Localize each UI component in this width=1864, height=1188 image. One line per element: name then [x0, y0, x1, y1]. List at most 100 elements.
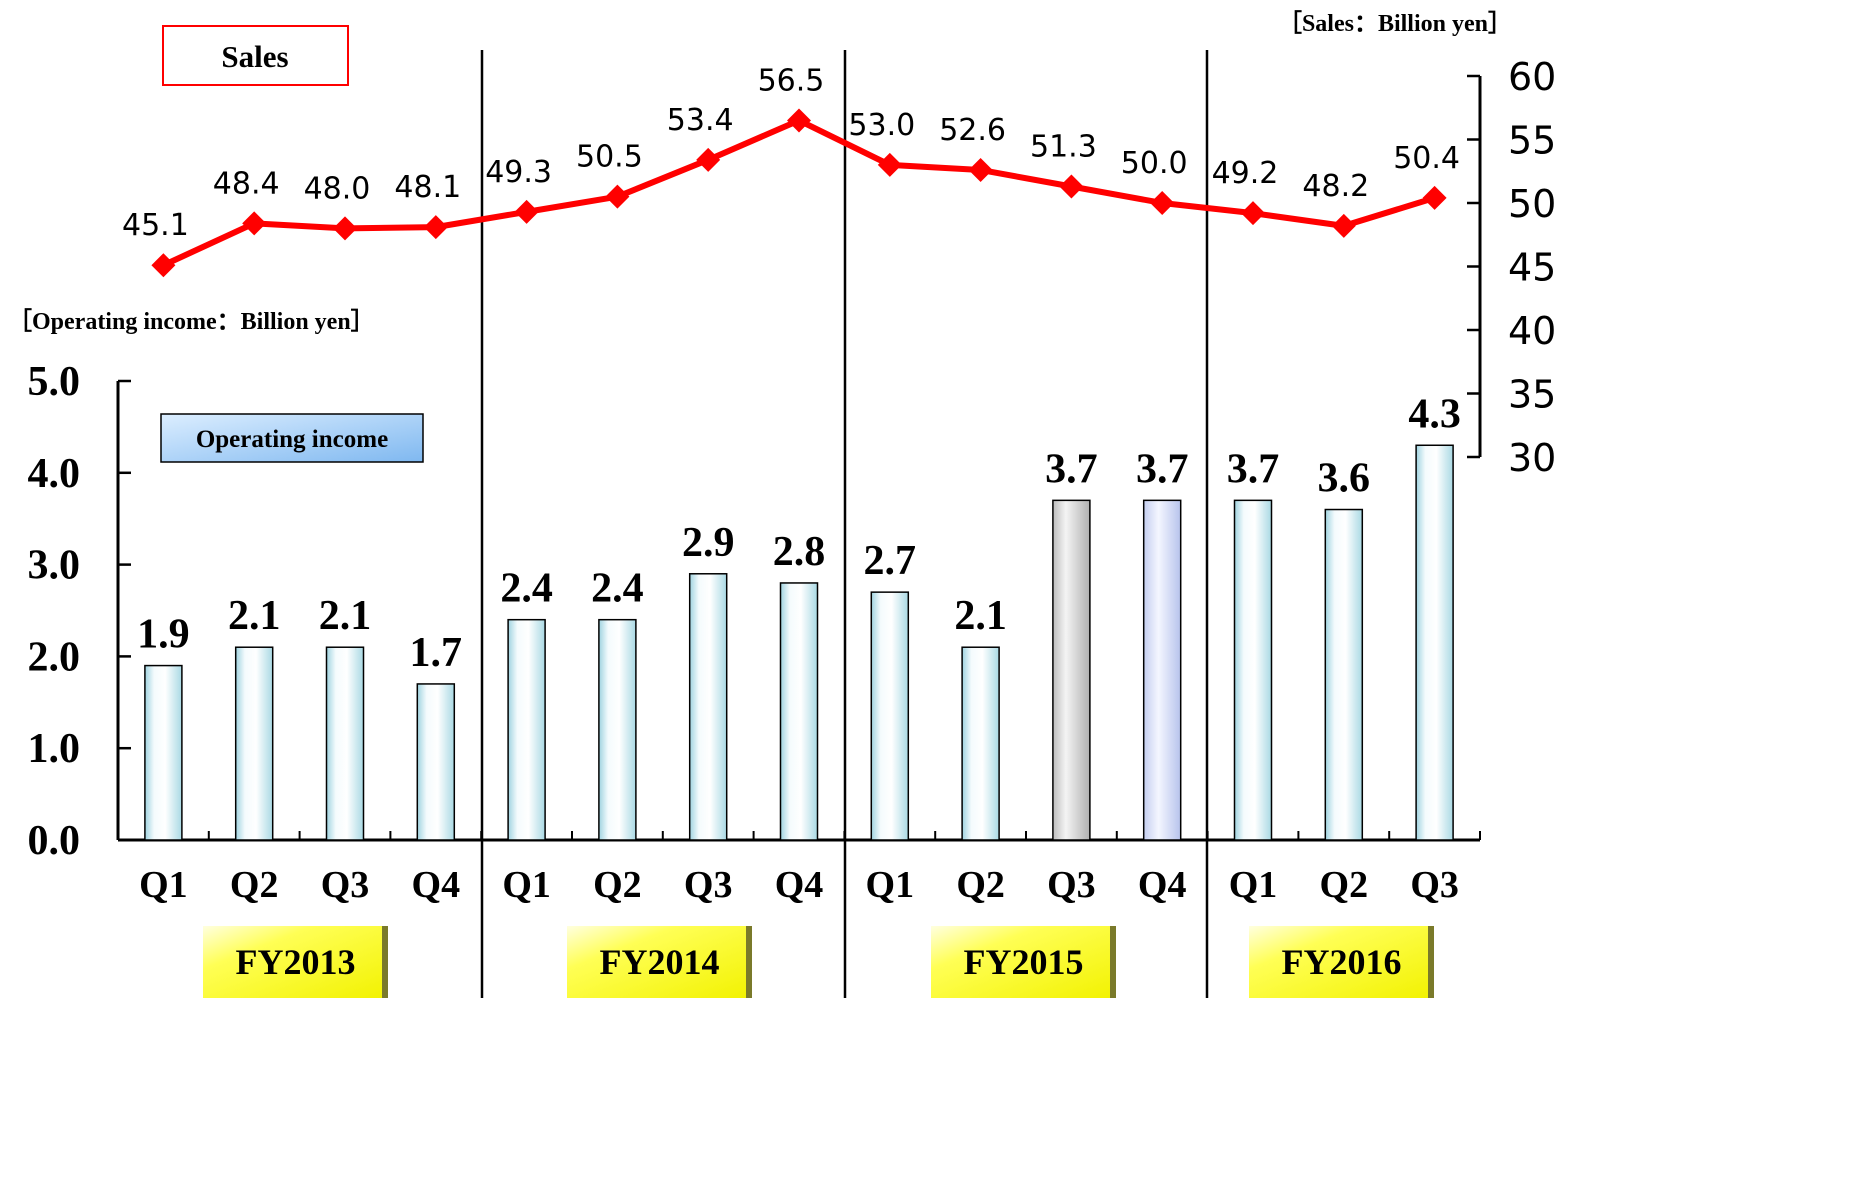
- sales-data-label: 51.3: [1030, 129, 1097, 164]
- right-tick-label: 60: [1508, 55, 1556, 99]
- operating-income-bar: [688, 573, 728, 841]
- sales-marker: [787, 108, 811, 133]
- sales-marker: [968, 157, 993, 182]
- operating-income-bar: [961, 646, 1000, 841]
- operating-income-bar: [1233, 499, 1273, 841]
- sales-marker: [151, 253, 176, 278]
- quarter-label: Q4: [412, 864, 461, 906]
- operating-income-bar: [416, 683, 456, 841]
- operating-income-bar: [507, 618, 546, 841]
- operating-income-data-label: 3.7: [1227, 446, 1280, 492]
- right-tick-label: 30: [1508, 436, 1556, 480]
- fiscal-year-box-shadow: [746, 926, 752, 998]
- sales-data-labels: 45.1 48.4 48.0 48.1 49.3 50.5 53.4 56.5 53.0 52.6…: [122, 63, 1460, 243]
- sales-data-label: 48.1: [394, 170, 461, 205]
- left-axis-unit-label: ［Operating income：Billion yen］: [8, 308, 375, 335]
- operating-income-data-label: 3.6: [1318, 456, 1371, 502]
- right-tick-label: 50: [1508, 182, 1556, 226]
- operating-income-data-label: 2.4: [591, 566, 644, 612]
- fiscal-year-boxes: FY2013 FY2014 FY2015 FY2016: [203, 926, 1434, 998]
- operating-income-data-label: 1.9: [137, 612, 190, 658]
- right-axis-unit-label: ［Sales：Billion yen］: [1278, 10, 1512, 37]
- sales-data-label: 49.3: [485, 155, 552, 190]
- operating-income-data-label: 1.7: [410, 630, 463, 676]
- legend-sales-label: Sales: [221, 39, 288, 74]
- fiscal-year-box: [1249, 926, 1434, 998]
- quarter-label: Q1: [866, 864, 915, 906]
- sales-marker: [1241, 201, 1265, 226]
- operating-income-bar: [234, 646, 274, 841]
- quarter-label: Q4: [1138, 864, 1187, 906]
- x-axis-ticks: [117, 831, 1481, 840]
- sales-data-label: 48.0: [304, 171, 371, 206]
- sales-data-label: 49.2: [1212, 156, 1279, 191]
- operating-income-data-label: 2.9: [682, 520, 735, 566]
- fiscal-year-label: FY2014: [600, 942, 720, 982]
- operating-income-bar: [1142, 499, 1182, 841]
- operating-income-bar: [1052, 499, 1091, 841]
- operating-income-bar: [779, 582, 819, 841]
- legend-operating-income-label: Operating income: [196, 426, 388, 453]
- quarter-label: Q1: [502, 864, 551, 906]
- operating-income-data-label: 2.1: [228, 593, 281, 639]
- sales-line-series: [151, 108, 1447, 278]
- sales-marker: [514, 199, 539, 224]
- sales-data-label: 50.0: [1121, 146, 1188, 181]
- quarter-label: Q3: [321, 864, 370, 906]
- left-tick-label: 2.0: [28, 634, 81, 680]
- operating-income-data-label: 2.4: [500, 566, 553, 612]
- sales-data-label: 50.5: [576, 140, 643, 175]
- operating-income-bar: [325, 646, 365, 841]
- sales-data-label: 45.1: [122, 208, 189, 243]
- legend-sales-box: [162, 25, 349, 86]
- sales-marker: [1059, 174, 1084, 199]
- quarter-label: Q2: [956, 864, 1005, 906]
- operating-income-bar: [1415, 444, 1454, 841]
- quarter-label: Q3: [1047, 864, 1096, 906]
- operating-income-labels: 1.9 2.1 2.1 1.7 2.4 2.4 2.9 2.8 2.7 2.1 3.7 3.7 3.7 3…: [137, 391, 1461, 676]
- fiscal-year-box: [567, 926, 752, 998]
- right-tick-label: 40: [1508, 309, 1556, 353]
- quarter-label: Q1: [139, 864, 188, 906]
- quarter-label: Q4: [775, 864, 824, 906]
- quarter-label: Q1: [1229, 864, 1278, 906]
- fiscal-year-box-shadow: [382, 926, 388, 998]
- operating-income-data-label: 4.3: [1408, 391, 1461, 437]
- fiscal-year-label: FY2016: [1282, 942, 1402, 982]
- sales-marker: [1422, 185, 1447, 210]
- fiscal-year-box: [203, 926, 388, 998]
- legend-operating-income-box: [160, 413, 424, 463]
- operating-income-bar: [598, 618, 637, 841]
- fiscal-year-box-shadow: [1428, 926, 1434, 998]
- operating-income-data-label: 3.7: [1045, 446, 1098, 492]
- quarter-label: Q3: [1410, 864, 1459, 906]
- quarter-label: Q3: [684, 864, 733, 906]
- right-tick-label: 55: [1508, 119, 1556, 163]
- right-tick-label: 35: [1508, 373, 1556, 417]
- left-tick-label: 5.0: [28, 359, 81, 405]
- fiscal-year-box: [931, 926, 1116, 998]
- sales-marker: [696, 147, 721, 172]
- sales-marker: [242, 211, 267, 236]
- left-tick-label: 4.0: [28, 451, 81, 497]
- legend-operating-income: Operating income: [160, 413, 424, 463]
- sales-marker: [1331, 213, 1356, 238]
- sales-marker: [605, 184, 630, 209]
- fiscal-year-box-shadow: [1110, 926, 1116, 998]
- sales-data-label: 48.2: [1302, 169, 1369, 204]
- left-tick-label: 1.0: [28, 726, 81, 772]
- right-tick-label: 45: [1508, 246, 1556, 290]
- right-axis-ticks: 30 35 40 45 50 55 60: [1467, 55, 1556, 480]
- sales-data-label: 50.4: [1393, 141, 1460, 176]
- operating-income-bar: [1324, 508, 1364, 841]
- fiscal-year-label: FY2015: [964, 942, 1084, 982]
- sales-marker: [423, 215, 448, 240]
- sales-marker: [877, 152, 902, 177]
- left-tick-label: 0.0: [28, 818, 81, 864]
- operating-income-data-label: 3.7: [1136, 446, 1189, 492]
- sales-data-label: 53.4: [667, 103, 734, 138]
- operating-income-data-label: 2.1: [319, 593, 372, 639]
- sales-marker: [1150, 191, 1175, 215]
- operating-income-data-label: 2.7: [864, 538, 917, 584]
